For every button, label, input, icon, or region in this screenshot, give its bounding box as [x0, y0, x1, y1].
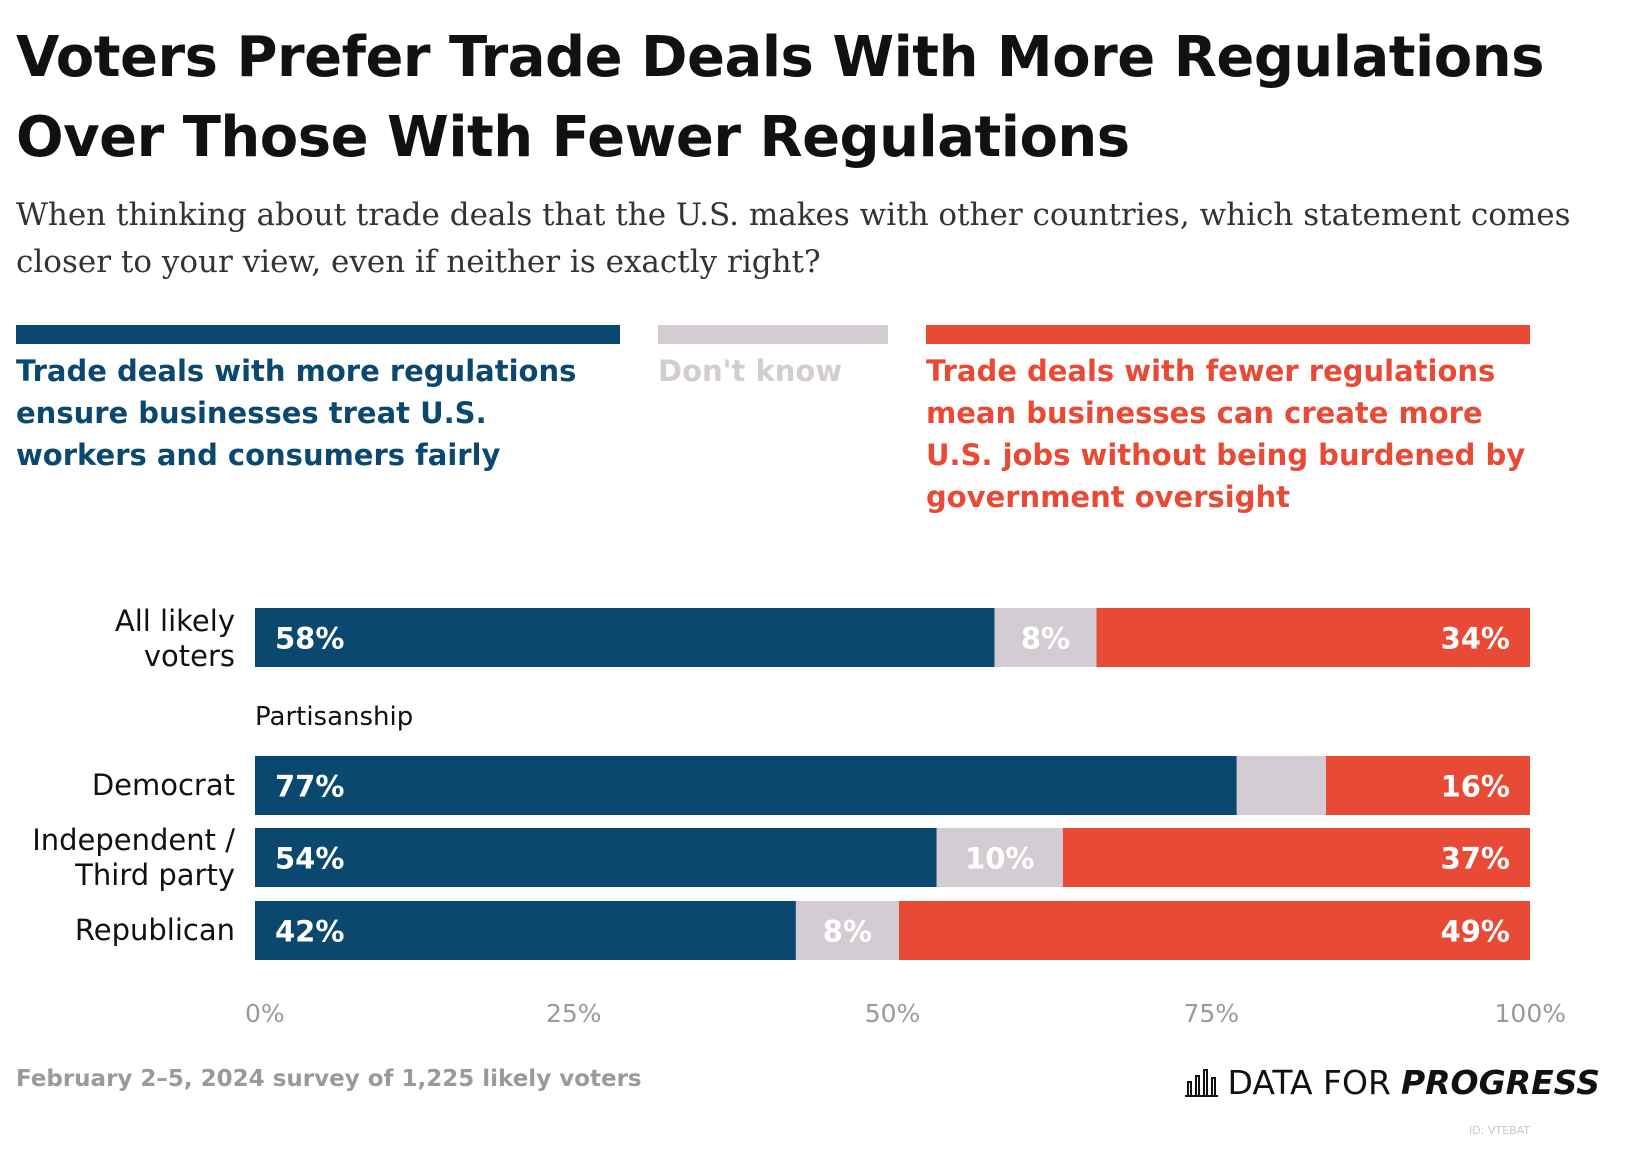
legend-swatch-dont-know [658, 325, 888, 344]
data-for-progress-logo: DATA FOR PROGRESS [1184, 1060, 1600, 1104]
legend-label-fewer-regulations: Trade deals with fewer regulations mean … [926, 354, 1526, 514]
x-tick-label-25: 25% [546, 999, 602, 1028]
chart-title: Voters Prefer Trade Deals With More Regu… [16, 25, 1544, 170]
x-tick-label-50: 50% [865, 999, 921, 1028]
legend-label-dont-know: Don't know [658, 354, 843, 388]
data-label-republican-series-1: 8% [823, 915, 872, 949]
logo-text-light: DATA FOR [1227, 1062, 1391, 1102]
data-label-all-likely-voters-series-0: 58% [275, 622, 344, 656]
bar-independent-third-party-series-0 [255, 828, 937, 887]
legend-swatch-fewer-regulations [926, 325, 1530, 344]
stacked-bar-chart: 58% 8% 34% 77% 16% 54% 10% 37% 42% 8% 49% 0% 25% 50% 7… [245, 608, 1566, 1028]
data-label-republican-series-0: 42% [275, 915, 344, 949]
row-label-all-likely-voters: All likely voters [114, 604, 235, 673]
bar-democrat-series-2 [1326, 756, 1530, 815]
row-label-republican: Republican [74, 913, 235, 947]
legend-label-more-regulations: Trade deals with more regulations ensure… [16, 354, 577, 472]
group-label-partisanship: Partisanship [255, 702, 414, 732]
logo-text-strong: PROGRESS [1400, 1062, 1600, 1102]
bar-all-likely-voters-series-2 [1096, 608, 1530, 667]
bar-democrat-series-0 [255, 756, 1237, 815]
bar-all-likely-voters-series-0 [255, 608, 995, 667]
source-note: February 2–5, 2024 survey of 1,225 likel… [16, 1066, 642, 1092]
bar-chart-logo-icon [1184, 1067, 1218, 1097]
bar-democrat-series-1 [1236, 756, 1326, 815]
bar-all-likely-voters-series-1 [994, 608, 1097, 667]
row-label-democrat: Democrat [91, 768, 235, 802]
chart-subtitle: When thinking about trade deals that the… [16, 197, 1571, 280]
data-label-democrat-series-0: 77% [275, 770, 344, 804]
data-label-republican-series-2: 49% [1441, 915, 1510, 949]
chart-id: ID: VTEBAT [1468, 1124, 1530, 1137]
data-label-independent-third-party-series-2: 37% [1441, 842, 1510, 876]
bar-independent-third-party-series-2 [1062, 828, 1530, 887]
legend-swatch-more-regulations [16, 325, 620, 344]
x-tick-label-75: 75% [1183, 999, 1239, 1028]
data-label-independent-third-party-series-1: 10% [965, 842, 1034, 876]
bar-independent-third-party-series-1 [936, 828, 1063, 887]
bar-republican-series-0 [255, 901, 796, 960]
data-label-democrat-series-2: 16% [1441, 770, 1510, 804]
bar-republican-series-1 [795, 901, 899, 960]
x-tick-label-0: 0% [245, 999, 285, 1028]
row-label-independent: Independent / Third party [32, 823, 235, 892]
bar-republican-series-2 [898, 901, 1530, 960]
data-label-all-likely-voters-series-2: 34% [1441, 622, 1510, 656]
data-label-independent-third-party-series-0: 54% [275, 842, 344, 876]
x-tick-label-100: 100% [1495, 999, 1566, 1028]
data-label-all-likely-voters-series-1: 8% [1021, 622, 1070, 656]
